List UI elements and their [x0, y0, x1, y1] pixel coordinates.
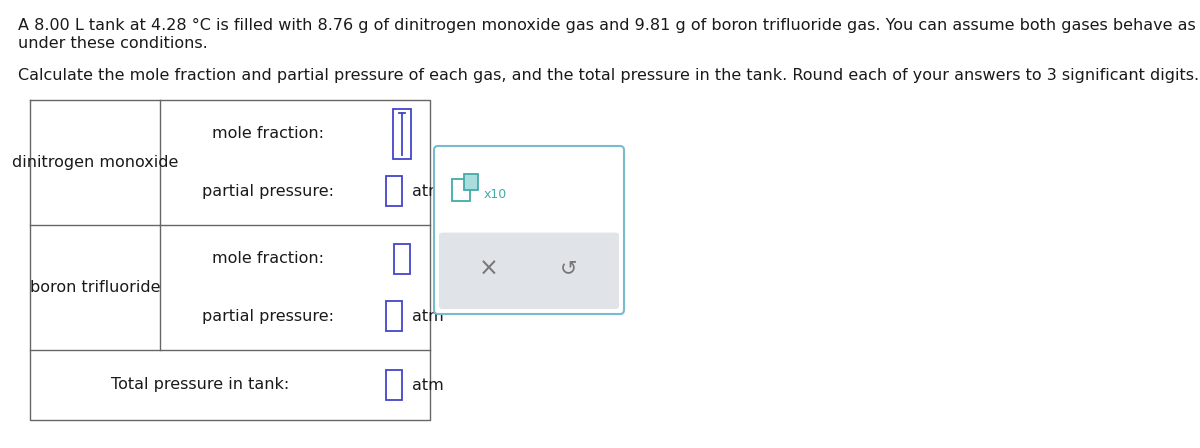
Text: A 8.00 L tank at 4.28 °C is filled with 8.76 g of dinitrogen monoxide gas and 9.: A 8.00 L tank at 4.28 °C is filled with …: [18, 18, 1200, 33]
Bar: [386, 176, 402, 206]
Bar: [452, 179, 470, 201]
Text: boron trifluoride: boron trifluoride: [30, 280, 161, 295]
Text: atm: atm: [412, 378, 444, 392]
FancyBboxPatch shape: [439, 233, 619, 309]
Bar: [386, 301, 402, 331]
Bar: [394, 109, 410, 159]
Text: ↺: ↺: [560, 258, 577, 278]
Text: partial pressure:: partial pressure:: [202, 309, 334, 324]
FancyBboxPatch shape: [434, 146, 624, 314]
Text: ×: ×: [479, 256, 499, 280]
Text: mole fraction:: mole fraction:: [212, 251, 324, 266]
Text: Calculate the mole fraction and partial pressure of each gas, and the total pres: Calculate the mole fraction and partial …: [18, 68, 1199, 83]
Bar: [386, 370, 402, 400]
Text: atm: atm: [412, 309, 444, 324]
Text: partial pressure:: partial pressure:: [202, 184, 334, 199]
Text: dinitrogen monoxide: dinitrogen monoxide: [12, 155, 178, 170]
Text: under these conditions.: under these conditions.: [18, 36, 208, 51]
Bar: [464, 174, 478, 190]
Bar: [394, 244, 410, 274]
Text: x10: x10: [484, 188, 508, 201]
Text: atm: atm: [412, 184, 444, 199]
Text: Total pressure in tank:: Total pressure in tank:: [110, 378, 289, 392]
Text: mole fraction:: mole fraction:: [212, 126, 324, 141]
